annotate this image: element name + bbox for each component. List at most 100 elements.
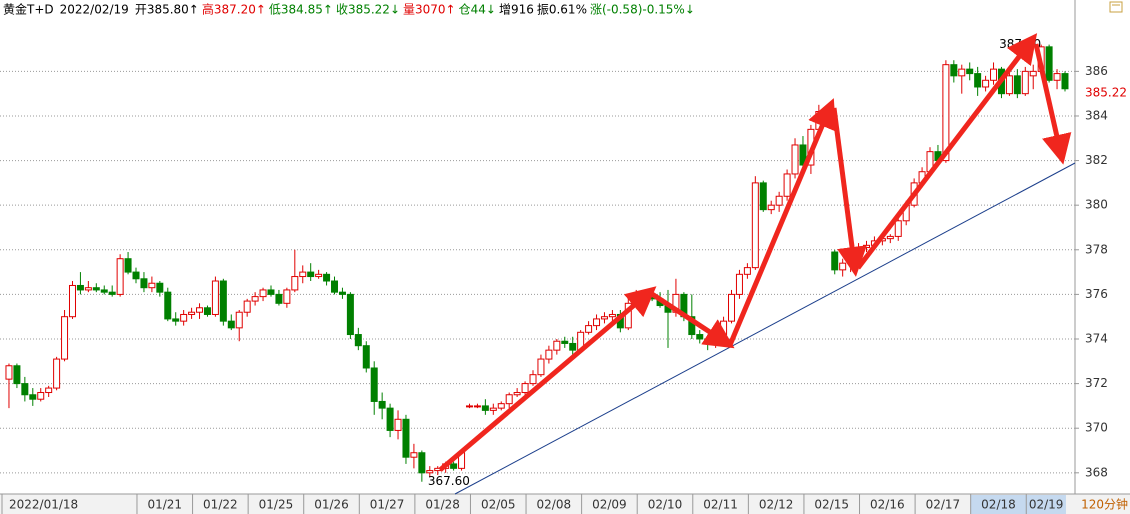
- candle-body: [942, 64, 950, 162]
- candle-body: [211, 280, 219, 315]
- candle-body: [799, 144, 807, 166]
- candle-body: [370, 367, 378, 402]
- candle-body: [855, 247, 863, 255]
- x-tick-label: 02/15: [814, 498, 849, 512]
- candle-body: [84, 287, 92, 291]
- candle-body: [394, 418, 402, 431]
- candle-body: [100, 289, 108, 293]
- y-tick-label: 382: [1085, 153, 1108, 167]
- y-tick-label: 374: [1085, 331, 1108, 345]
- x-day-highlight: [1026, 495, 1066, 514]
- candle-body: [180, 313, 188, 322]
- x-tick-label: 02/10: [648, 498, 683, 512]
- candle-body: [410, 452, 418, 458]
- candle-body: [299, 271, 307, 278]
- candle-body: [593, 318, 601, 327]
- candle-body: [164, 291, 172, 320]
- candle-body: [585, 325, 593, 333]
- candle-body: [426, 470, 434, 474]
- candle-body: [751, 182, 759, 269]
- arrow: [856, 33, 1038, 270]
- candle-body: [362, 345, 370, 369]
- candle-body: [307, 271, 315, 278]
- candle-body: [203, 307, 211, 315]
- candle-body: [275, 293, 283, 304]
- candle-body: [696, 334, 704, 340]
- candle-body: [831, 251, 839, 271]
- candle-body: [728, 293, 736, 322]
- arrow: [650, 291, 735, 349]
- header-item: 涨(-0.58)-0.15%↓: [590, 2, 695, 17]
- candle-body: [561, 340, 569, 344]
- candle-body: [418, 452, 426, 474]
- x-tick-label: 02/08: [537, 498, 572, 512]
- candle-body: [545, 349, 553, 360]
- candle-body: [529, 374, 537, 385]
- candle-body: [188, 311, 196, 315]
- candle-body: [92, 287, 100, 291]
- candle-body: [291, 276, 299, 291]
- candle-body: [1053, 73, 1061, 81]
- candle-body: [886, 235, 894, 240]
- y-tick-label: 384: [1085, 108, 1108, 122]
- candle-body: [68, 284, 76, 318]
- x-tick-label: 02/09: [592, 498, 627, 512]
- arrow: [438, 286, 657, 472]
- arrow: [831, 107, 867, 277]
- candle-body: [116, 258, 124, 295]
- candle-body: [704, 338, 712, 344]
- x-tick-label: 01/28: [425, 498, 460, 512]
- settings-icon[interactable]: [1109, 1, 1123, 13]
- candle-body: [600, 316, 608, 320]
- x-tick-label: 01/27: [370, 498, 405, 512]
- candle-body: [338, 291, 346, 295]
- candle-body: [735, 273, 743, 295]
- candle-body: [473, 405, 481, 408]
- candle-body: [53, 358, 61, 389]
- x-tick-label: 02/11: [703, 498, 738, 512]
- x-tick-label: 02/05: [481, 498, 516, 512]
- candle-body: [481, 405, 489, 411]
- candle-body: [982, 79, 990, 88]
- low-annotation: 367.60: [428, 474, 470, 488]
- candle-body: [862, 244, 870, 249]
- y-tick-label: 378: [1085, 242, 1108, 256]
- candle-body: [767, 204, 775, 211]
- x-tick-label: 02/17: [926, 498, 961, 512]
- period-label: 120分钟: [1081, 497, 1128, 512]
- candle-body: [465, 405, 473, 408]
- candle-body: [196, 307, 204, 313]
- x-tick-label: 02/18: [981, 498, 1016, 512]
- candle-body: [497, 403, 505, 409]
- y-tick-label: 380: [1085, 198, 1108, 212]
- y-tick-label: 386: [1085, 64, 1108, 78]
- x-tick-label: 01/26: [314, 498, 349, 512]
- x-tick-label: 01/25: [259, 498, 294, 512]
- last-price-label: 385.22: [1085, 85, 1127, 99]
- candle-body: [688, 316, 696, 336]
- candle-body: [894, 220, 902, 237]
- candle-body: [1045, 46, 1053, 81]
- candle-body: [267, 289, 275, 295]
- candle-body: [76, 284, 84, 291]
- x-tick-label: 02/16: [870, 498, 905, 512]
- candle-body: [505, 394, 513, 405]
- header-item: 2022/02/19: [60, 3, 129, 17]
- x-tick-label: 02/19: [1029, 498, 1064, 512]
- header-item: 开385.80↑: [135, 3, 199, 17]
- candle-body: [720, 320, 728, 336]
- trend-line: [454, 162, 1076, 495]
- candle-body: [791, 144, 799, 175]
- candle-body: [402, 418, 410, 458]
- candle-body: [108, 291, 116, 295]
- candle-body: [148, 282, 156, 289]
- candle-body: [513, 392, 521, 396]
- x-day-highlight: [970, 495, 1027, 514]
- candle-body: [219, 280, 227, 322]
- candle-body: [227, 320, 235, 329]
- candle-body: [743, 267, 751, 275]
- candle-body: [489, 407, 497, 411]
